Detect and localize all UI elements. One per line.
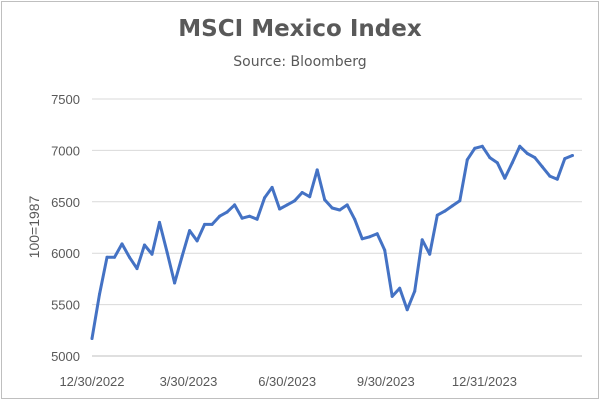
chart-subtitle: Source: Bloomberg	[233, 54, 367, 70]
data-point	[405, 308, 409, 312]
data-point	[210, 222, 214, 226]
data-point	[540, 165, 544, 169]
data-point	[240, 216, 244, 220]
data-point	[533, 156, 537, 160]
data-point	[315, 168, 319, 172]
data-point	[255, 217, 259, 221]
data-point	[458, 199, 462, 203]
data-point	[495, 161, 499, 165]
data-point	[518, 144, 522, 148]
data-point	[105, 255, 109, 259]
data-point	[285, 203, 289, 207]
data-point	[338, 208, 342, 212]
data-point	[300, 191, 304, 194]
data-point	[555, 177, 559, 181]
data-point	[173, 281, 177, 285]
data-point	[428, 252, 432, 256]
data-point	[375, 232, 379, 236]
data-point	[443, 209, 447, 213]
data-point	[420, 238, 424, 242]
data-point	[413, 289, 417, 293]
data-point	[218, 214, 222, 218]
x-tick-label-0: 12/30/2022	[59, 374, 124, 389]
x-axis-ticks: 12/30/2022 3/30/2023 6/30/2023 9/30/2023 12/…	[59, 374, 517, 389]
data-point	[345, 203, 349, 207]
data-point	[488, 156, 492, 160]
x-tick-label-2: 6/30/2023	[258, 374, 316, 389]
data-point	[90, 337, 94, 340]
data-point	[353, 217, 357, 221]
data-point	[278, 207, 282, 211]
data-point	[195, 239, 199, 243]
data-point	[113, 255, 116, 259]
data-point	[503, 176, 507, 180]
data-point	[510, 161, 514, 165]
data-point	[473, 146, 477, 150]
y-tick-label-5500: 5500	[51, 298, 80, 313]
data-point	[360, 237, 364, 241]
data-point	[180, 254, 184, 258]
y-tick-label-6000: 6000	[51, 246, 80, 261]
gridlines	[92, 98, 582, 357]
x-tick-label-1: 3/30/2023	[160, 374, 218, 389]
data-point	[165, 250, 169, 254]
chart-title: MSCI Mexico Index	[178, 16, 422, 42]
data-point	[293, 199, 297, 203]
data-point	[98, 292, 101, 296]
data-point	[135, 267, 139, 271]
data-point	[368, 235, 372, 239]
data-point	[548, 174, 552, 178]
series-line-0	[90, 144, 574, 340]
data-point	[563, 157, 567, 161]
y-tick-label-7000: 7000	[51, 143, 80, 158]
data-point	[525, 152, 529, 155]
data-point	[143, 243, 146, 247]
data-point	[150, 252, 154, 256]
y-axis-ticks: 5000 5500 6000 6500 7000 7500	[51, 92, 80, 364]
data-point	[398, 286, 402, 290]
y-tick-label-6500: 6500	[51, 195, 80, 210]
data-point	[248, 214, 252, 218]
data-point	[308, 195, 312, 199]
y-tick-label-7500: 7500	[51, 92, 80, 107]
data-point	[390, 294, 394, 298]
data-point	[263, 196, 267, 200]
data-point	[128, 255, 131, 259]
x-tick-label-3: 9/30/2023	[357, 374, 415, 389]
data-point	[330, 206, 334, 210]
data-point	[450, 204, 454, 208]
data-point	[570, 154, 574, 157]
data-point	[120, 242, 124, 246]
series-group	[90, 144, 574, 340]
data-point	[323, 198, 327, 202]
data-point	[435, 213, 439, 217]
data-point	[203, 222, 207, 226]
data-point	[480, 144, 484, 148]
data-point	[465, 158, 469, 162]
data-point	[225, 210, 229, 214]
x-tick-label-4: 12/31/2023	[452, 374, 517, 389]
data-point	[233, 203, 237, 207]
y-axis-label: 100=1987	[26, 195, 42, 258]
data-point	[188, 229, 192, 233]
y-tick-label-5000: 5000	[51, 349, 80, 364]
data-point	[383, 248, 387, 252]
data-point	[158, 220, 161, 224]
data-point	[270, 185, 274, 189]
